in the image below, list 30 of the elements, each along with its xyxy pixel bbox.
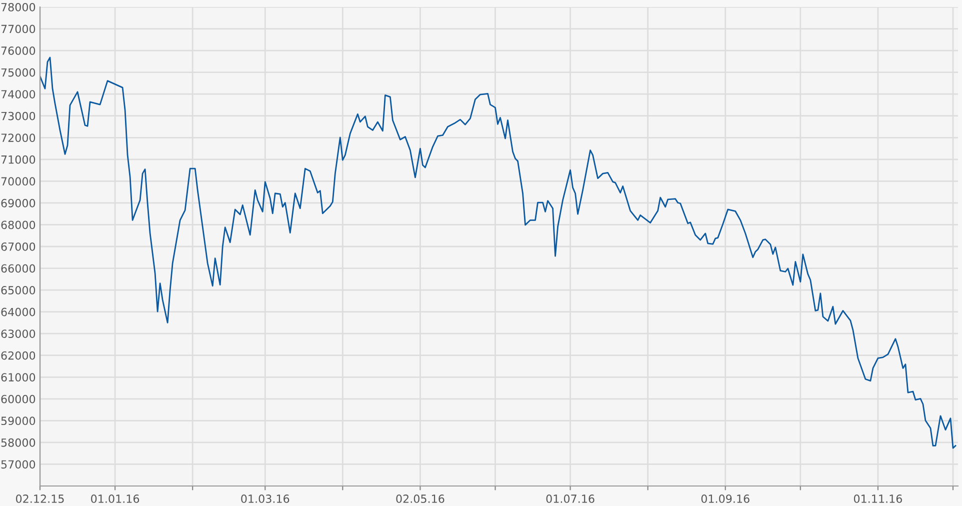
x-tick-label: 01.01.16: [91, 494, 140, 503]
y-tick-label: 58000: [1, 438, 36, 447]
y-tick-label: 60000: [1, 394, 36, 404]
y-tick-label: 71000: [1, 155, 36, 164]
y-tick-label: 61000: [1, 373, 36, 382]
y-tick-label: 77000: [1, 24, 36, 34]
y-tick-label: 62000: [1, 351, 36, 360]
y-tick-label: 75000: [1, 68, 36, 77]
y-tick-label: 76000: [1, 46, 36, 55]
y-tick-label: 67000: [1, 242, 36, 251]
x-tick-label: 01.09.16: [701, 494, 750, 503]
y-tick-label: 59000: [1, 416, 36, 426]
x-tick-label: 01.03.16: [241, 494, 290, 503]
y-tick-label: 78000: [1, 2, 36, 12]
x-tick-label: 02.05.16: [396, 494, 444, 503]
y-tick-label: 73000: [1, 112, 36, 120]
y-tick-label: 72000: [1, 134, 36, 142]
y-tick-label: 69000: [1, 198, 36, 208]
x-tick-label: 02.12.15: [16, 494, 64, 503]
y-tick-label: 68000: [1, 220, 36, 230]
y-tick-label: 65000: [1, 286, 36, 294]
y-tick-label: 70000: [1, 177, 36, 186]
y-tick-label: 64000: [1, 308, 36, 316]
y-tick-label: 66000: [1, 264, 36, 273]
line-series: [40, 56, 956, 449]
x-tick-label: 01.11.16: [854, 494, 902, 503]
y-tick-label: 57000: [1, 460, 36, 469]
x-tick-label: 01.07.16: [546, 494, 594, 503]
y-tick-label: 74000: [1, 90, 36, 98]
y-tick-label: 63000: [1, 330, 36, 338]
